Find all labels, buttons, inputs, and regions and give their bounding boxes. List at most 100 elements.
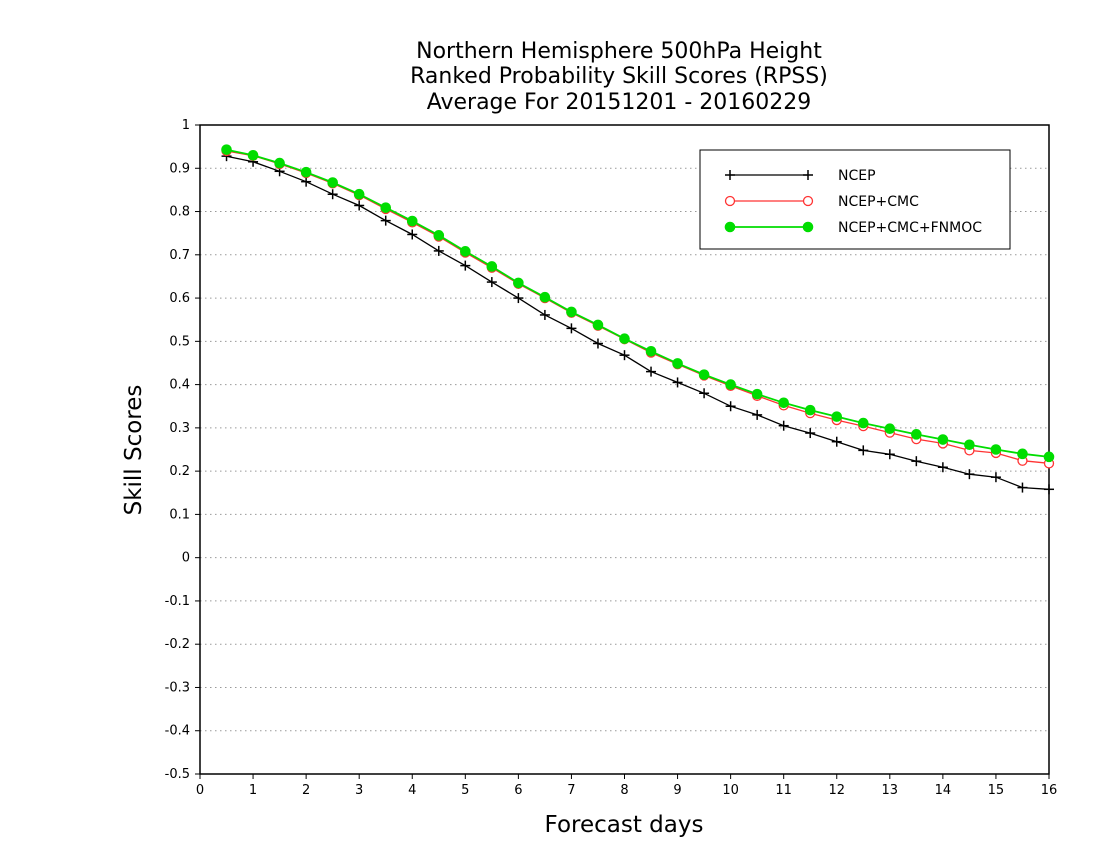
data-point — [566, 306, 577, 318]
legend-marker — [725, 170, 735, 180]
x-tick-label: 6 — [514, 783, 522, 798]
y-tick-label: -0.2 — [165, 637, 190, 652]
data-point — [327, 177, 338, 188]
y-tick-label: 0.1 — [169, 507, 190, 522]
data-point — [911, 429, 922, 440]
legend-marker — [724, 221, 736, 233]
y-tick-label: 0 — [182, 551, 190, 566]
data-point — [804, 404, 816, 416]
data-point — [539, 309, 550, 320]
x-tick-label: 0 — [196, 783, 204, 798]
title-line-3: Average For 20151201 - 20160229 — [427, 90, 812, 115]
y-tick-label: -0.3 — [165, 680, 190, 695]
data-point — [937, 462, 948, 473]
data-point — [380, 202, 392, 213]
x-tick-label: 3 — [355, 783, 363, 798]
series-layer — [221, 144, 1055, 495]
legend-item: NCEP — [725, 168, 876, 184]
data-point — [646, 366, 657, 377]
x-axis-label: Forecast days — [545, 812, 704, 838]
data-point — [486, 277, 497, 288]
legend-marker — [724, 195, 736, 207]
y-tick-label: 0.8 — [169, 205, 190, 220]
data-point — [247, 149, 259, 161]
data-point — [778, 397, 789, 409]
legend-box — [699, 149, 1011, 250]
data-point — [407, 229, 418, 240]
series-line — [226, 155, 1050, 490]
data-point — [725, 401, 736, 412]
data-point — [327, 189, 338, 200]
data-point — [831, 411, 843, 422]
data-point — [857, 417, 869, 429]
data-point — [513, 277, 524, 289]
y-tick-label: -0.1 — [165, 594, 190, 609]
y-tick-label: 0.6 — [169, 291, 190, 306]
data-point — [672, 358, 683, 369]
data-point — [937, 434, 949, 445]
data-point — [990, 444, 1002, 455]
y-tick-label: -0.4 — [165, 724, 190, 739]
y-tick-label: 0.7 — [169, 248, 190, 263]
y-tick-label: 0.9 — [169, 161, 190, 176]
data-point — [460, 260, 471, 271]
data-point — [778, 420, 789, 431]
data-point — [672, 377, 683, 388]
x-tick-label: 13 — [882, 783, 899, 798]
legend-label: NCEP+CMC — [838, 194, 919, 210]
title-line-1: Northern Hemisphere 500hPa Height — [416, 39, 822, 64]
data-point — [725, 379, 736, 390]
data-point — [592, 319, 604, 331]
data-point — [353, 188, 365, 200]
x-tick-label: 15 — [988, 783, 1005, 798]
y-tick-label: -0.5 — [165, 767, 190, 782]
data-point — [274, 157, 285, 169]
data-point — [884, 449, 895, 460]
legend-marker — [802, 221, 814, 233]
data-point — [911, 456, 922, 467]
data-point — [380, 215, 391, 226]
data-point — [486, 261, 498, 272]
x-tick-label: 4 — [408, 783, 416, 798]
data-point — [221, 144, 232, 155]
data-point — [619, 350, 630, 361]
data-point — [805, 428, 816, 439]
data-point — [566, 323, 577, 334]
data-point — [406, 215, 418, 227]
data-point — [433, 230, 445, 241]
series-ncep — [221, 151, 1054, 495]
data-point — [592, 338, 603, 349]
x-tick-label: 8 — [620, 783, 628, 798]
data-point — [1017, 482, 1028, 493]
data-point — [858, 445, 869, 456]
y-tick-label: 0.4 — [169, 378, 190, 393]
x-tick-label: 10 — [722, 783, 739, 798]
data-point — [433, 245, 444, 256]
x-tick-label: 9 — [673, 783, 681, 798]
chart-title: Northern Hemisphere 500hPa Height Ranked… — [410, 39, 828, 115]
y-tick-label: 0.3 — [169, 421, 190, 436]
legend-marker — [802, 195, 814, 207]
data-point — [1044, 484, 1054, 495]
x-axis: 0 1 2 3 4 5 6 7 8 9 10 11 12 13 14 15 16 — [196, 774, 1057, 798]
y-axis-label: Skill Scores — [121, 385, 147, 516]
x-tick-label: 2 — [302, 783, 310, 798]
data-point — [698, 369, 710, 380]
grid-lines — [200, 167, 1049, 732]
y-tick-label: 1 — [182, 118, 190, 133]
data-point — [513, 293, 524, 304]
data-point — [964, 439, 975, 451]
data-point — [884, 423, 896, 435]
x-tick-label: 16 — [1041, 783, 1058, 798]
x-tick-label: 11 — [775, 783, 792, 798]
data-point — [1043, 451, 1055, 463]
y-tick-label: 0.5 — [169, 334, 190, 349]
y-axis: -0.5 -0.4 -0.3 -0.2 -0.1 0 0.1 0.2 0.3 0.4 0.5 0.6 0… — [165, 118, 200, 782]
x-tick-label: 14 — [935, 783, 952, 798]
data-point — [354, 200, 365, 211]
data-point — [619, 333, 630, 345]
x-tick-label: 7 — [567, 783, 575, 798]
data-point — [964, 469, 975, 480]
legend-item: NCEP+CMC — [724, 194, 919, 210]
